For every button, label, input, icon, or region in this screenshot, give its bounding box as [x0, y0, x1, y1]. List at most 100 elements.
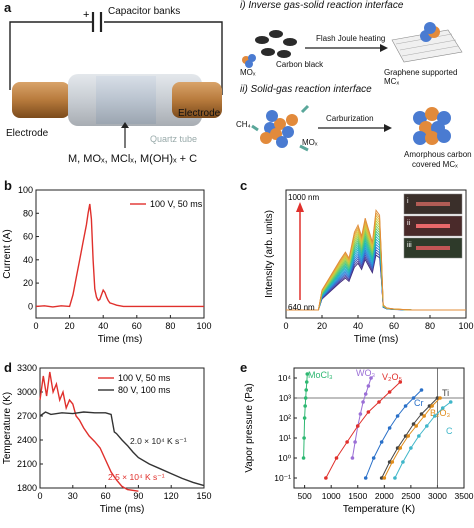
vapor-data-point [302, 416, 307, 420]
vapor-data-point [345, 440, 349, 444]
series-label: C [446, 426, 453, 436]
graphene-result-label: Graphene supported MCₓ [384, 68, 458, 86]
vapor-data-point [353, 440, 357, 444]
interface-i-title: i) Inverse gas-solid reaction interface [240, 0, 404, 11]
reactants-label: M, MOₓ, MClₓ, M(OH)ₓ + C [68, 153, 198, 165]
x-tick-label: 0 [37, 491, 42, 501]
y-axis-label: Temperature (K) [2, 392, 13, 464]
plot-frame [39, 367, 205, 489]
vapor-data-point [363, 476, 368, 480]
y-tick-label: 40 [23, 255, 33, 265]
vapor-data-point [435, 396, 440, 400]
legend-label: 80 V, 100 ms [118, 385, 171, 395]
panel-b-letter: b [4, 178, 12, 193]
series-label: Cr [414, 398, 424, 408]
vapor-data-point [379, 440, 384, 444]
y-axis-label: Vapor pressure (Pa) [244, 383, 255, 472]
vapor-data-point [390, 460, 395, 464]
vapor-data-point [303, 396, 308, 400]
x-axis-label: Time (ms) [98, 334, 143, 345]
vapor-data-point [448, 400, 453, 404]
y-axis-label: Current (A) [2, 229, 13, 278]
vapor-data-point [401, 460, 405, 464]
series-label: B₂O₃ [430, 408, 450, 418]
chart-d: 0 30 60 90 120 150 1800 2100 2400 2700 3000 3300 100… [2, 363, 212, 515]
vapor-data-point [403, 404, 408, 408]
x-tick-label: 120 [164, 491, 179, 501]
x-tick-label: 3500 [455, 491, 474, 501]
vapor-data-point [377, 400, 381, 404]
vapor-data-point [366, 410, 371, 414]
x-tick-label: 100 [458, 321, 473, 331]
vapor-series-line-4 [381, 397, 438, 479]
panel-a-letter: a [4, 0, 12, 15]
x-tick-label: 40 [98, 321, 108, 331]
panel-c-letter: c [240, 178, 248, 193]
intensity-series-line [286, 208, 466, 311]
vapor-data-point [419, 388, 424, 392]
vapor-data-point [301, 456, 306, 460]
inset-label: iii [407, 242, 412, 249]
y-tick-label: 0 [28, 301, 33, 311]
vapor-data-point [414, 424, 418, 428]
x-tick-label: 1500 [348, 491, 367, 501]
vapor-data-point [395, 414, 400, 418]
vapor-data-point [398, 380, 403, 384]
vapor-data-point [395, 446, 400, 450]
panel-d-letter: d [4, 360, 12, 375]
x-tick-label: 0 [33, 321, 38, 331]
plot-frame [293, 367, 465, 489]
vapor-data-point [430, 404, 434, 408]
y-tick-label: 10¹ [279, 433, 291, 443]
x-tick-label: 60 [132, 321, 142, 331]
x-tick-label: 90 [133, 491, 143, 501]
series-line-current [35, 203, 204, 308]
mox-label-i: MOₓ [240, 68, 256, 77]
vapor-series-line-3 [365, 389, 422, 479]
x-axis-label: Temperature (K) [343, 504, 415, 515]
inset-label: i [407, 198, 409, 205]
y-tick-label: 2100 [17, 459, 37, 469]
vapor-series-line-5 [383, 397, 441, 479]
capacitor-label: Capacitor banks [108, 6, 181, 17]
inset-glow [416, 202, 450, 206]
vapor-data-point [305, 372, 310, 376]
chart-b: 0 20 40 60 80 100 0 20 40 60 80 100 100 V, 50 ms Time… [2, 185, 212, 345]
y-tick-label: 20 [23, 278, 33, 288]
plot-frame [285, 189, 467, 319]
vapor-data-point [304, 388, 309, 392]
vapor-data-point [382, 476, 387, 480]
vapor-data-point [387, 426, 392, 430]
vapor-series-line-6 [394, 401, 452, 479]
plot-frame [35, 189, 205, 319]
vapor-data-point [409, 446, 413, 450]
x-tick-label: 80 [425, 321, 435, 331]
electrode-left-label: Electrode [6, 128, 49, 139]
mox-label-ii: MOₓ [302, 138, 318, 147]
arrow-bottom-label: 640 nm [288, 303, 315, 312]
vapor-data-point [406, 434, 411, 438]
quartz-tube-label: Quartz tube [150, 134, 198, 144]
vapor-data-point [387, 390, 392, 394]
vapor-data-point [350, 456, 355, 460]
rate-annotation: 2.5 × 10⁴ K s⁻¹ [108, 472, 165, 482]
vapor-data-point [363, 392, 368, 396]
vapor-series-line-1 [351, 377, 372, 459]
arrow-top-label: 1000 nm [288, 193, 319, 202]
x-tick-label: 80 [165, 321, 175, 331]
x-tick-label: 30 [68, 491, 78, 501]
temperature-series-line-0 [39, 371, 139, 492]
wavelength-arrow-head [296, 202, 304, 212]
vapor-series-line-2 [325, 381, 401, 479]
inset-label: ii [407, 220, 411, 227]
intensity-series-line [286, 248, 466, 311]
carbon-black-label: Carbon black [276, 60, 324, 69]
vapor-data-point [403, 434, 408, 438]
rate-annotation: 2.0 × 10⁴ K s⁻¹ [130, 436, 187, 446]
vapor-data-point [440, 406, 445, 410]
y-tick-label: 10³ [279, 393, 291, 403]
y-tick-label: 10² [279, 413, 291, 423]
y-tick-label: 80 [23, 208, 33, 218]
y-tick-label: 100 [18, 185, 33, 195]
